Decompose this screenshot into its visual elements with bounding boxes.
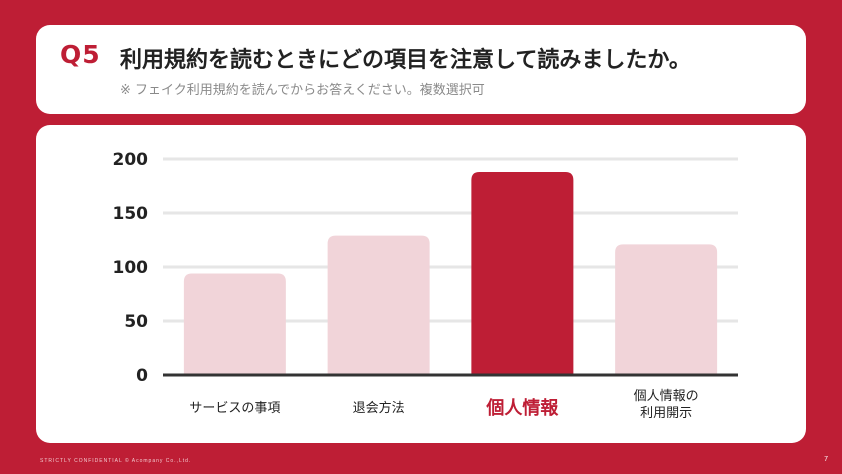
- x-category-label: 個人情報: [485, 397, 559, 419]
- bar: [327, 235, 430, 375]
- bar: [471, 171, 574, 375]
- y-tick-label: 100: [113, 258, 149, 278]
- page-number: 7: [824, 456, 828, 463]
- y-tick-label: 0: [136, 366, 148, 386]
- question-number: Q5: [60, 40, 101, 69]
- x-category-label: 利用開示: [640, 406, 692, 421]
- question-title: 利用規約を読むときにどの項目を注意して読みましたか。: [120, 48, 691, 73]
- question-note: ※ フェイク利用規約を読んでからお答えください。複数選択可: [120, 83, 485, 98]
- x-category-label: 退会方法: [353, 400, 405, 416]
- x-category-label: サービスの事項: [189, 401, 280, 416]
- bar: [183, 273, 286, 375]
- bar: [615, 244, 718, 375]
- x-category-label: 個人情報の: [634, 389, 699, 404]
- confidential-footer: STRICTLY CONFIDENTIAL © Acompany Co.,Ltd…: [40, 458, 192, 464]
- chart-card: 0 50 100 150 200 サービスの事項 退会方法 個人情報 個人情報の利用開示: [36, 125, 806, 443]
- question-header-card: Q5 利用規約を読むときにどの項目を注意して読みましたか。 ※ フェイク利用規約…: [36, 25, 806, 114]
- y-tick-label: 200: [113, 150, 149, 170]
- y-tick-label: 50: [124, 312, 148, 332]
- y-tick-label: 150: [113, 204, 149, 224]
